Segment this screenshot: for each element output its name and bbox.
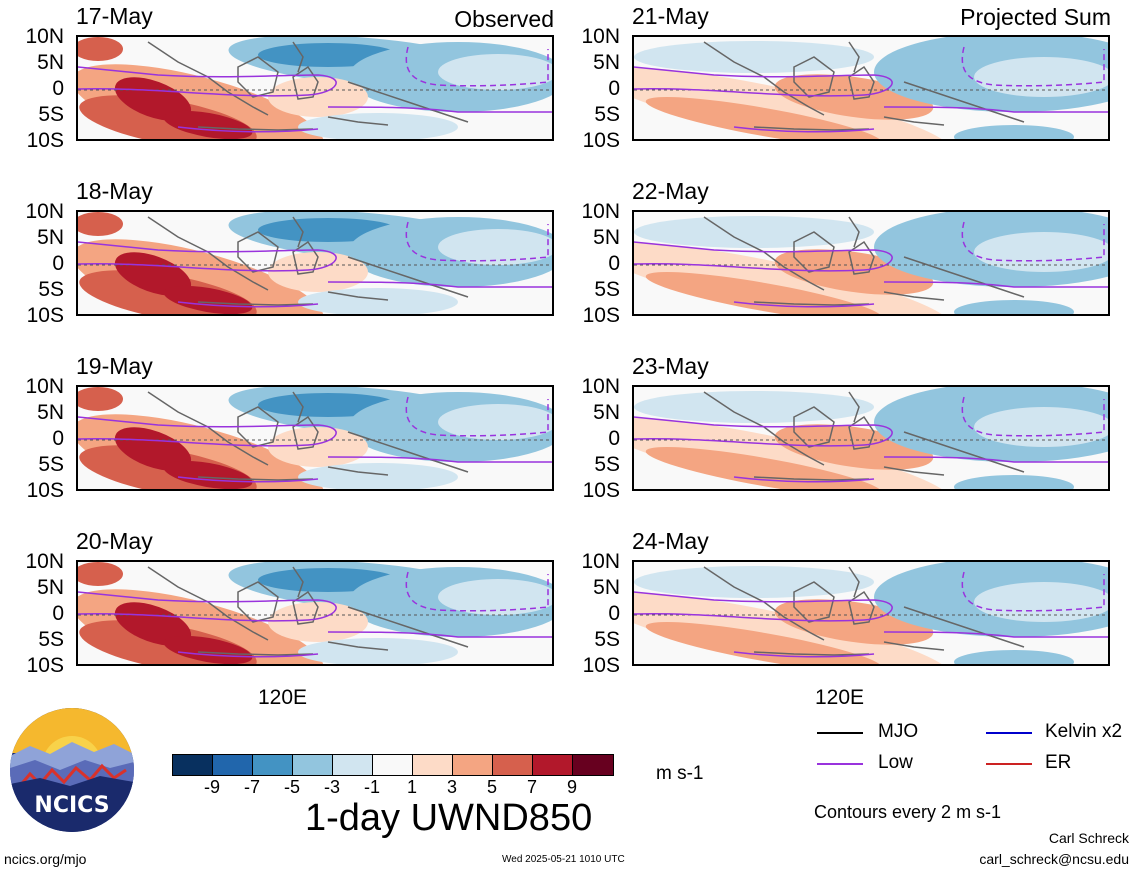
lat-tick-label: 5N — [593, 576, 620, 599]
wind-anomaly-map — [632, 35, 1110, 141]
lat-tick-label: 10N — [25, 550, 64, 573]
lat-tick-label: 10S — [26, 129, 64, 152]
colorbar-tick-label: -1 — [363, 777, 381, 797]
panel-date-title: 18-May — [76, 178, 153, 204]
contour-note: Contours every 2 m s-1 — [814, 802, 1002, 822]
colorbar-tick-label: 1 — [406, 777, 418, 797]
colorbar-units: m s-1 — [656, 763, 704, 784]
lat-tick-label: 0 — [608, 77, 620, 100]
lat-tick-label: 10N — [25, 25, 64, 48]
lat-tick-label: 5S — [594, 278, 620, 301]
colorbar-tick-label: -5 — [283, 777, 301, 797]
lat-tick-label: 10N — [581, 200, 620, 223]
footer-timestamp: Wed 2025-05-21 1010 UTC — [502, 854, 625, 865]
lat-tick-label: 5N — [37, 576, 64, 599]
colorbar-tick-label: 7 — [526, 777, 538, 797]
colorbar-tick-label: -3 — [323, 777, 341, 797]
legend-low-line — [817, 763, 863, 765]
colorbar-swatch — [533, 755, 573, 775]
colorbar-swatch — [413, 755, 453, 775]
colorbar — [172, 754, 614, 776]
colorbar-swatch — [253, 755, 293, 775]
legend-er-line — [986, 763, 1032, 765]
wind-anomaly-map — [76, 35, 554, 141]
lat-tick-label: 10S — [26, 654, 64, 677]
lat-tick-label: 10S — [582, 479, 620, 502]
wind-anomaly-map — [76, 210, 554, 316]
panel-date-title: 21-May — [632, 3, 709, 29]
footer-author: Carl Schreck — [1048, 830, 1129, 846]
lat-tick-label: 5N — [593, 401, 620, 424]
colorbar-swatch — [173, 755, 213, 775]
legend-low-label: Low — [878, 752, 913, 773]
lat-tick-label: 0 — [52, 602, 64, 625]
colorbar-swatch — [373, 755, 413, 775]
lat-tick-label: 5S — [594, 453, 620, 476]
lat-tick-label: 10S — [582, 654, 620, 677]
legend-mjo-line — [817, 732, 863, 734]
lat-tick-label: 0 — [52, 427, 64, 450]
lat-tick-label: 0 — [52, 252, 64, 275]
lat-tick-label: 10S — [582, 304, 620, 327]
ncics-logo: NCICS — [10, 708, 134, 832]
lat-tick-label: 5S — [594, 103, 620, 126]
lat-tick-label: 10S — [26, 304, 64, 327]
lat-tick-label: 5S — [38, 278, 64, 301]
lat-tick-label: 5S — [594, 628, 620, 651]
lat-tick-label: 5S — [38, 453, 64, 476]
projected-label: Projected Sum — [960, 4, 1111, 30]
panel-date-title: 20-May — [76, 528, 153, 554]
colorbar-swatch — [493, 755, 533, 775]
colorbar-tick-label: 9 — [566, 777, 578, 797]
colorbar-swatch — [333, 755, 373, 775]
lat-tick-label: 0 — [608, 252, 620, 275]
colorbar-swatch — [293, 755, 333, 775]
lat-tick-label: 5S — [38, 103, 64, 126]
lat-tick-label: 5N — [37, 226, 64, 249]
lat-tick-label: 10N — [581, 550, 620, 573]
lat-tick-label: 5N — [37, 401, 64, 424]
colorbar-swatch — [213, 755, 253, 775]
colorbar-tick-label: 5 — [486, 777, 498, 797]
legend-kelvin-line — [986, 732, 1032, 734]
panel-date-title: 22-May — [632, 178, 709, 204]
lat-tick-label: 10N — [581, 25, 620, 48]
lat-tick-label: 10N — [581, 375, 620, 398]
svg-text:NCICS: NCICS — [34, 793, 109, 818]
lat-tick-label: 5S — [38, 628, 64, 651]
figure-title: 1-day UWND850 — [305, 797, 593, 839]
footer-url[interactable]: ncics.org/mjo — [4, 851, 87, 867]
observed-label: Observed — [454, 6, 554, 32]
lat-tick-label: 0 — [608, 602, 620, 625]
wind-anomaly-map — [632, 210, 1110, 316]
panel-date-title: 23-May — [632, 353, 709, 379]
wind-anomaly-map — [632, 385, 1110, 491]
panel-date-title: 24-May — [632, 528, 709, 554]
colorbar-swatch — [573, 755, 613, 775]
lat-tick-label: 10S — [582, 129, 620, 152]
lat-tick-label: 0 — [52, 77, 64, 100]
panel-date-title: 17-May — [76, 3, 153, 29]
legend-kelvin-label: Kelvin x2 — [1045, 721, 1123, 742]
lat-tick-label: 10S — [26, 479, 64, 502]
lat-tick-label: 5N — [593, 51, 620, 74]
colorbar-tick-label: 3 — [446, 777, 458, 797]
legend-er-label: ER — [1045, 752, 1072, 773]
wind-anomaly-map — [632, 560, 1110, 666]
lat-tick-label: 5N — [593, 226, 620, 249]
legend-mjo-label: MJO — [878, 721, 919, 742]
colorbar-tick-label: -7 — [243, 777, 261, 797]
lat-tick-label: 10N — [25, 200, 64, 223]
panel-date-title: 19-May — [76, 353, 153, 379]
lat-tick-label: 5N — [37, 51, 64, 74]
colorbar-tick-label: -9 — [203, 777, 221, 797]
lon-label-left: 120E — [258, 686, 308, 709]
lat-tick-label: 10N — [25, 375, 64, 398]
lat-tick-label: 0 — [608, 427, 620, 450]
footer-email[interactable]: carl_schreck@ncsu.edu — [979, 851, 1129, 867]
wind-anomaly-map — [76, 385, 554, 491]
wind-anomaly-map — [76, 560, 554, 666]
lon-label-right: 120E — [815, 686, 865, 709]
colorbar-swatch — [453, 755, 493, 775]
